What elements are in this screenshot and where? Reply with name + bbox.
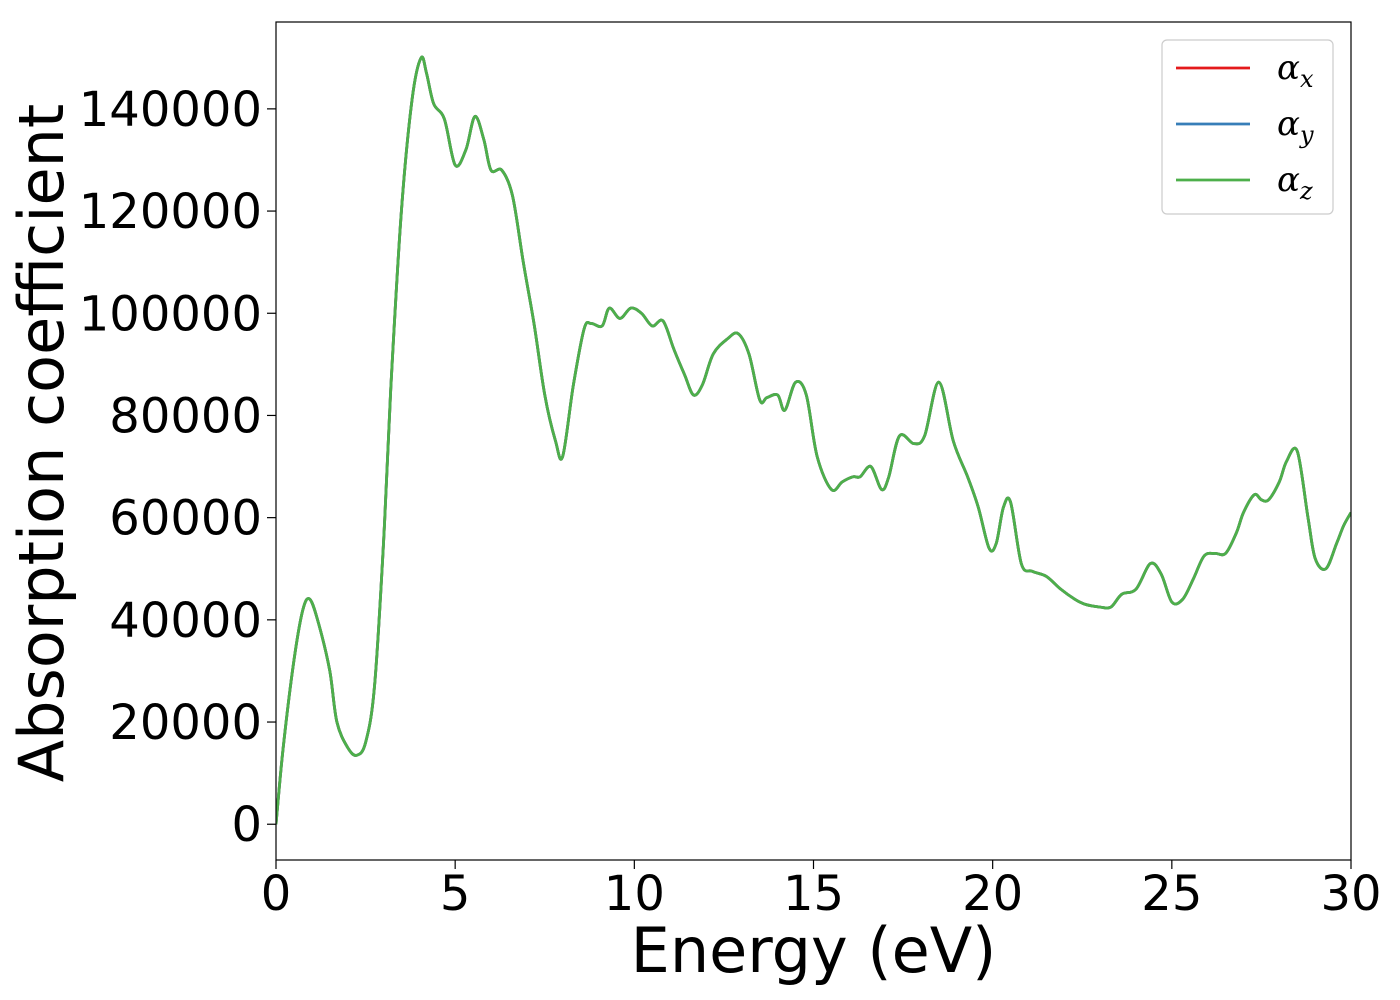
y-tick-label: 0 bbox=[231, 797, 262, 853]
legend-box bbox=[1161, 39, 1334, 215]
y-tick-label: 20000 bbox=[109, 695, 262, 751]
plot-area bbox=[276, 55, 1351, 825]
y-axis-title: Absorption coefficient bbox=[5, 104, 78, 783]
y-tick-label: 140000 bbox=[79, 82, 262, 138]
y-tick-label: 80000 bbox=[109, 388, 262, 444]
y-axis: 0 20000 40000 60000 80000 100000 120000 140000 bbox=[79, 82, 276, 853]
x-axis: 0 5 10 15 20 25 30 bbox=[261, 860, 1382, 922]
axes-frame bbox=[275, 21, 1352, 861]
series-line-3 bbox=[276, 55, 1351, 825]
y-tick-label: 120000 bbox=[79, 184, 262, 240]
x-tick-label: 20 bbox=[962, 866, 1023, 922]
x-tick-label: 25 bbox=[1141, 866, 1202, 922]
x-tick-label: 15 bbox=[783, 866, 844, 922]
x-axis-title: Energy (eV) bbox=[631, 914, 997, 987]
x-tick-label: 0 bbox=[261, 866, 292, 922]
y-tick-label: 60000 bbox=[109, 491, 262, 547]
x-tick-label: 10 bbox=[604, 866, 665, 922]
y-tick-label: 100000 bbox=[79, 286, 262, 342]
x-tick-label: 5 bbox=[440, 866, 471, 922]
x-tick-label: 30 bbox=[1320, 866, 1381, 922]
y-tick-label: 40000 bbox=[109, 593, 262, 649]
